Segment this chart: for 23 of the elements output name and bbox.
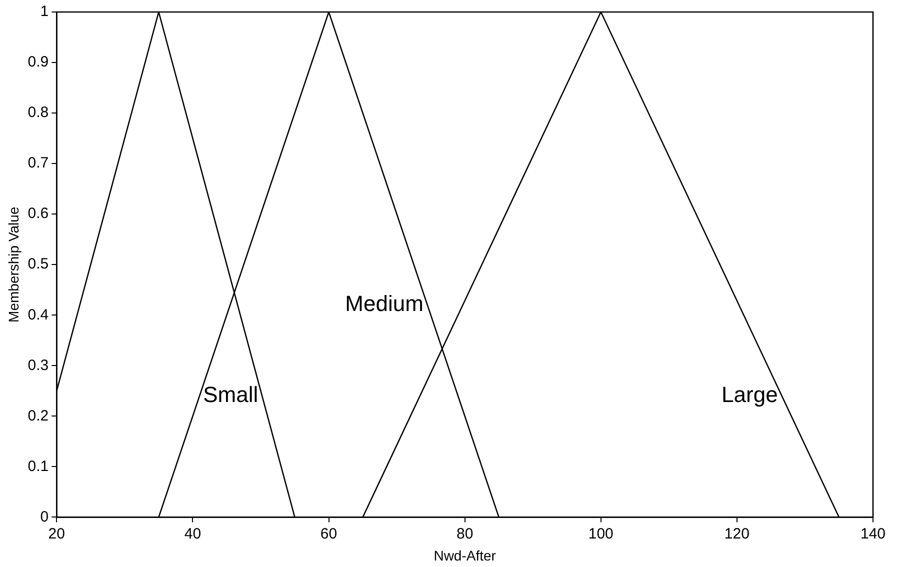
series-label: Large [722, 382, 778, 408]
series-label: Small [203, 382, 258, 408]
x-tick-label: 80 [456, 525, 474, 542]
x-tick-label: 40 [184, 525, 202, 542]
y-tick-label: 0.2 [28, 407, 49, 424]
x-tick-label: 100 [588, 525, 614, 542]
x-tick-label: 60 [320, 525, 338, 542]
series-label: Medium [345, 291, 424, 316]
y-tick-label: 0.3 [28, 356, 49, 374]
y-tick-label: 0.1 [28, 458, 49, 475]
x-tick-label: 20 [48, 525, 65, 542]
y-tick-label: 0.9 [28, 54, 49, 71]
y-tick-label: 0 [40, 508, 49, 526]
y-axis-title: Membership Value [5, 206, 22, 322]
y-tick-label: 0.7 [28, 154, 49, 172]
x-tick-label: 140 [860, 525, 886, 542]
y-tick-label: 0.8 [28, 104, 49, 122]
x-tick-label: 120 [724, 525, 750, 542]
y-tick-label: 0.4 [28, 306, 49, 324]
y-tick-label: 0.5 [28, 256, 49, 273]
y-tick-label: 0.6 [28, 205, 49, 222]
x-axis-title: Nwd-After [434, 547, 496, 564]
y-tick-label: 1 [40, 3, 49, 20]
